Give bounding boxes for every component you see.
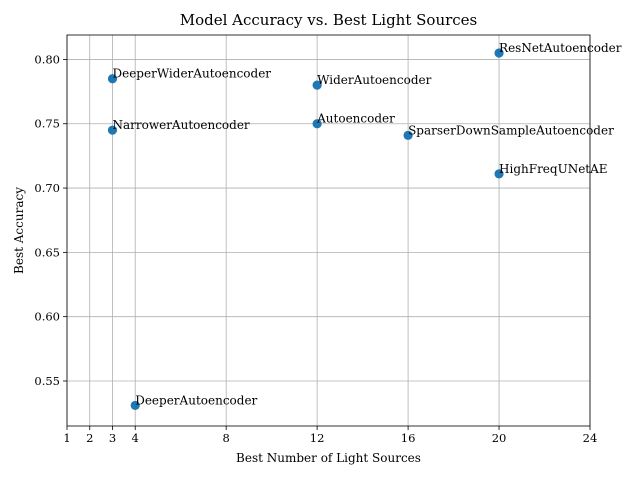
data-point — [494, 169, 504, 179]
x-tick-label: 16 — [401, 431, 416, 445]
y-axis-label: Best Accuracy — [12, 187, 26, 274]
x-tick-label: 12 — [310, 431, 325, 445]
data-point — [312, 119, 322, 129]
data-point-label: DeeperWiderAutoencoder — [112, 67, 271, 81]
chart-title: Model Accuracy vs. Best Light Sources — [180, 11, 478, 29]
y-tick-label: 0.55 — [34, 374, 60, 388]
x-tick-label: 1 — [63, 431, 70, 445]
x-tick-label: 20 — [492, 431, 507, 445]
point-label-layer: DeeperWiderAutoencoder NarrowerAutoencode… — [112, 41, 621, 407]
data-point-label: WiderAutoencoder — [317, 73, 431, 87]
data-point — [107, 74, 118, 84]
data-point-label: DeeperAutoencoder — [135, 393, 257, 407]
data-point-label: Autoencoder — [316, 112, 395, 126]
data-point — [312, 80, 322, 90]
grid-layer — [66, 35, 591, 426]
y-tick-label: 0.80 — [34, 52, 60, 66]
tick-layer: 1 2 3 4 8 12 16 20 240.550.600.650.700.750.80 — [34, 52, 597, 445]
x-tick-label: 24 — [583, 431, 598, 445]
x-axis-label: Best Number of Light Sources — [236, 451, 421, 465]
data-point — [130, 400, 140, 411]
data-point-label: NarrowerAutoencoder — [112, 118, 249, 132]
data-point — [494, 48, 504, 58]
data-point-label: ResNetAutoencoder — [499, 41, 622, 55]
y-tick-label: 0.65 — [34, 245, 60, 259]
plot-frame — [66, 34, 591, 427]
x-tick-label: 2 — [86, 431, 93, 445]
data-point — [403, 130, 413, 140]
y-tick-label: 0.75 — [34, 117, 60, 131]
x-tick-label: 4 — [132, 431, 139, 445]
data-point — [107, 125, 118, 135]
data-point-label: HighFreqUNetAE — [499, 162, 608, 176]
x-tick-label: 3 — [109, 431, 116, 445]
y-tick-label: 0.70 — [34, 181, 60, 195]
x-tick-label: 8 — [223, 431, 230, 445]
y-tick-label: 0.60 — [34, 310, 60, 324]
data-point-label: SparserDownSampleAutoencoder — [408, 123, 614, 137]
point-layer — [107, 48, 504, 411]
